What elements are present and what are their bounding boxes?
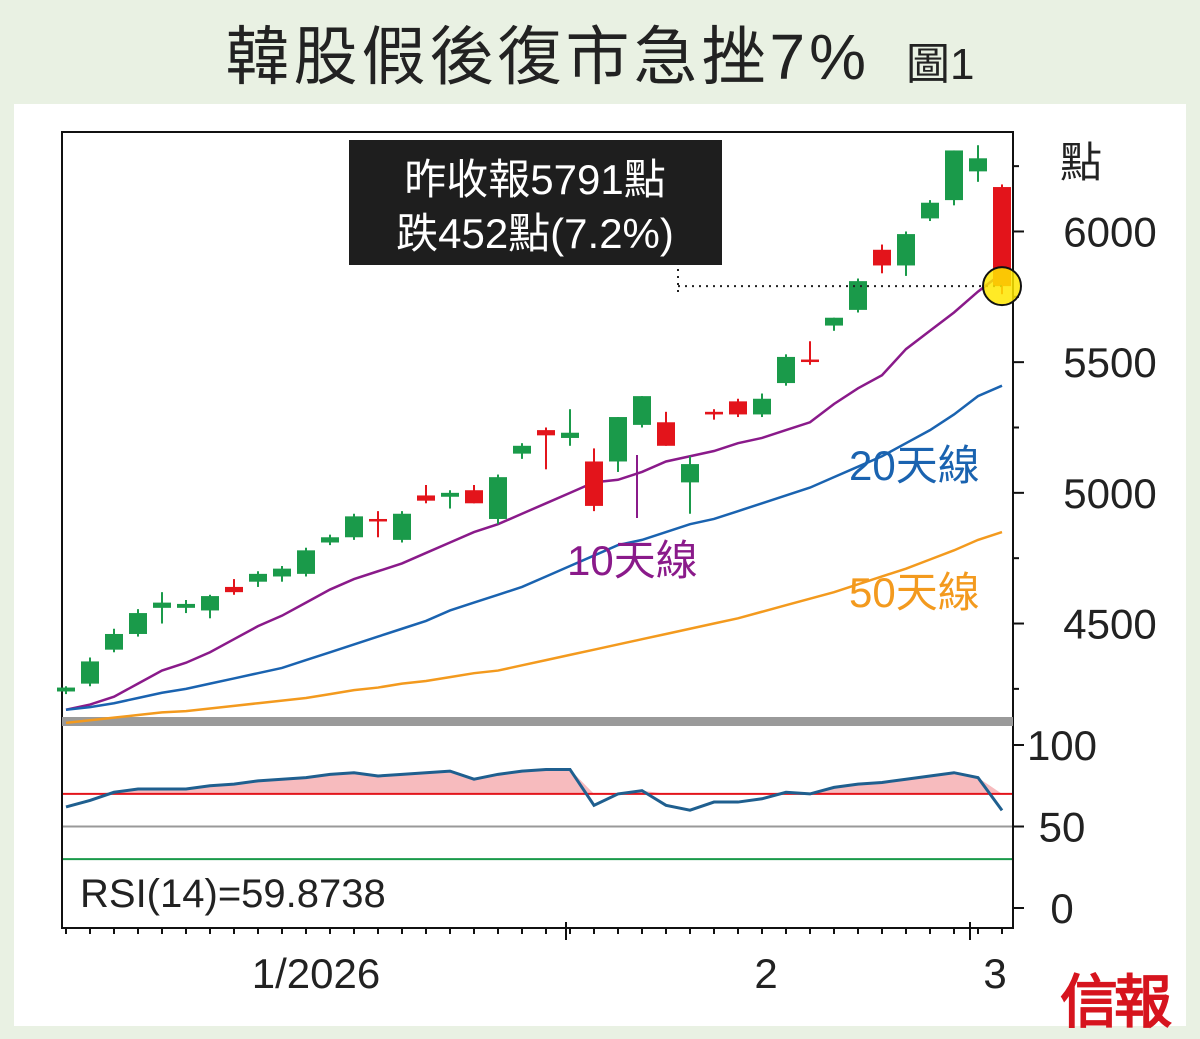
candle-body bbox=[321, 537, 339, 543]
candle-body bbox=[849, 281, 867, 310]
rsi-value-label: RSI(14)=59.8738 bbox=[80, 872, 386, 916]
candle-body bbox=[105, 633, 123, 650]
moving-averages bbox=[65, 272, 1003, 725]
ma20-label: 20天線 bbox=[849, 442, 980, 489]
candle-body bbox=[873, 249, 891, 266]
candle-body bbox=[57, 687, 75, 692]
candle-body bbox=[657, 422, 675, 446]
plot-frame bbox=[61, 131, 1014, 929]
candle-body bbox=[201, 596, 219, 611]
y-tick-label: 6000 bbox=[1063, 208, 1156, 255]
candle-body bbox=[705, 411, 723, 415]
candle-body bbox=[153, 602, 171, 608]
ma10-label: 10天線 bbox=[567, 537, 698, 584]
candle-body bbox=[825, 317, 843, 326]
axes: 6000 5500 5000 4500 100 50 0 1/2026 2 3 bbox=[65, 165, 1157, 997]
candle-body bbox=[585, 461, 603, 506]
ma50-line bbox=[65, 530, 1003, 725]
price-unit-label: 點 bbox=[1060, 139, 1102, 186]
candle-body bbox=[489, 477, 507, 519]
candle-body bbox=[249, 573, 267, 582]
candle-body bbox=[345, 516, 363, 538]
panel-divider bbox=[62, 717, 1013, 726]
ma50-label: 50天線 bbox=[849, 569, 980, 616]
candle-body bbox=[945, 150, 963, 201]
candle-body bbox=[465, 490, 483, 504]
candle-body bbox=[609, 417, 627, 462]
x-tick-label: 2 bbox=[754, 950, 777, 997]
candle-body bbox=[441, 492, 459, 497]
rsi-y-tick-label: 0 bbox=[1050, 885, 1073, 932]
callout-line1: 昨收報5791點 bbox=[404, 156, 665, 203]
close-highlight-circle bbox=[982, 266, 1022, 307]
candle-body bbox=[81, 661, 99, 684]
candle-body bbox=[993, 187, 1011, 287]
candle-body bbox=[681, 464, 699, 483]
callout-box bbox=[349, 140, 722, 265]
candle-body bbox=[921, 202, 939, 219]
candle-body bbox=[897, 234, 915, 266]
candle-body bbox=[801, 359, 819, 363]
candle-body bbox=[753, 398, 771, 415]
candle-body bbox=[417, 495, 435, 501]
candle-body bbox=[513, 445, 531, 454]
candle-body bbox=[273, 568, 291, 577]
candle-body bbox=[633, 396, 651, 425]
x-tick-label: 3 bbox=[983, 950, 1006, 997]
candle-body bbox=[129, 613, 147, 634]
candle-body bbox=[225, 586, 243, 593]
candle-body bbox=[969, 158, 987, 172]
chart-title: 韓股假後復市急挫7% 圖1 bbox=[0, 6, 1200, 98]
candles bbox=[57, 145, 1011, 695]
title-text: 韓股假後復市急挫7% bbox=[225, 21, 870, 93]
publisher-logo: 信報 bbox=[1060, 968, 1172, 1036]
candle-body bbox=[393, 513, 411, 540]
y-tick-label: 5000 bbox=[1063, 470, 1156, 517]
rsi-overbought-fill bbox=[66, 769, 1002, 794]
rsi-panel bbox=[63, 767, 1012, 861]
candle-body bbox=[297, 550, 315, 574]
y-tick-label: 5500 bbox=[1063, 339, 1156, 386]
candle-body bbox=[177, 603, 195, 608]
x-tick-label: 1/2026 bbox=[252, 950, 380, 997]
ma20-line bbox=[65, 384, 1003, 712]
rsi-line bbox=[65, 767, 1004, 812]
candle-body bbox=[729, 401, 747, 415]
candle-body bbox=[537, 430, 555, 436]
rsi-y-tick-label: 100 bbox=[1027, 722, 1097, 769]
y-tick-label: 4500 bbox=[1063, 601, 1156, 648]
candle-body bbox=[369, 518, 387, 522]
candle-body bbox=[777, 356, 795, 384]
figure-label: 圖1 bbox=[906, 40, 975, 89]
rsi-y-tick-label: 50 bbox=[1039, 804, 1086, 851]
callout-line2: 跌452點(7.2%) bbox=[396, 210, 674, 257]
candle-body bbox=[561, 432, 579, 438]
ma10-line bbox=[65, 272, 1003, 711]
